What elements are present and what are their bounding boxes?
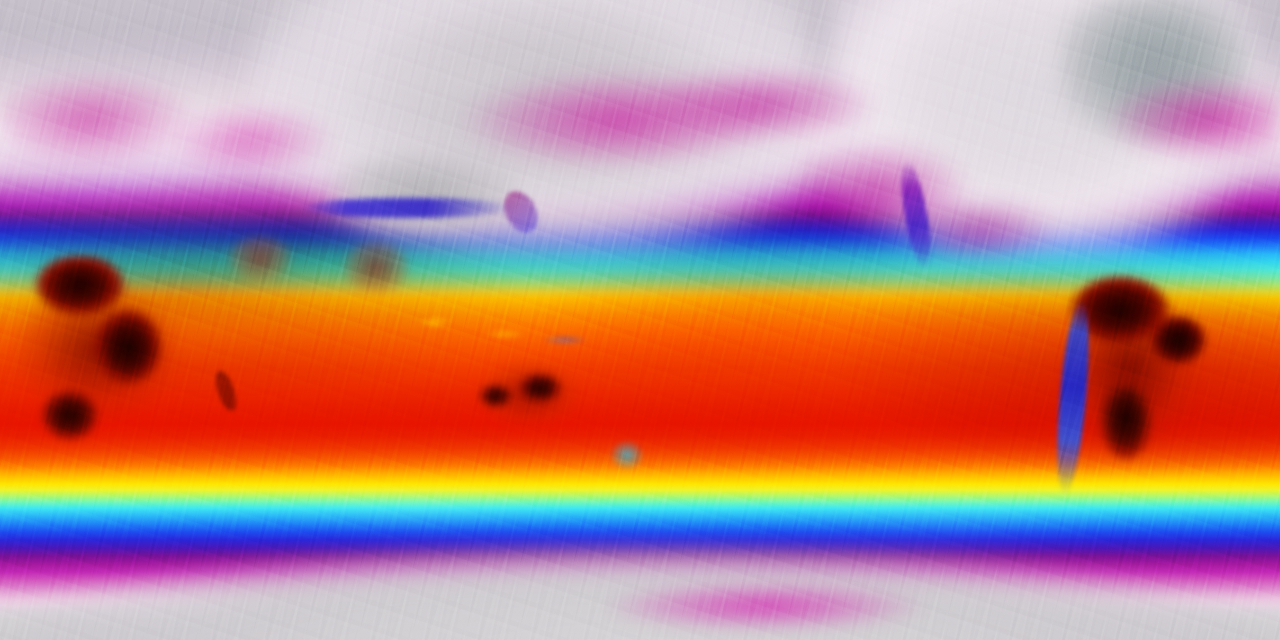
antarctic-coastal-fringe — [600, 580, 930, 632]
landmass-indonesia — [395, 300, 605, 358]
landmass-africa — [10, 255, 225, 450]
landmass-new-zealand — [610, 440, 644, 470]
cold-spine-himalaya — [300, 198, 515, 218]
landmass-india — [330, 230, 425, 305]
landmass-australia — [470, 358, 605, 443]
landmass-arabia — [215, 225, 305, 295]
